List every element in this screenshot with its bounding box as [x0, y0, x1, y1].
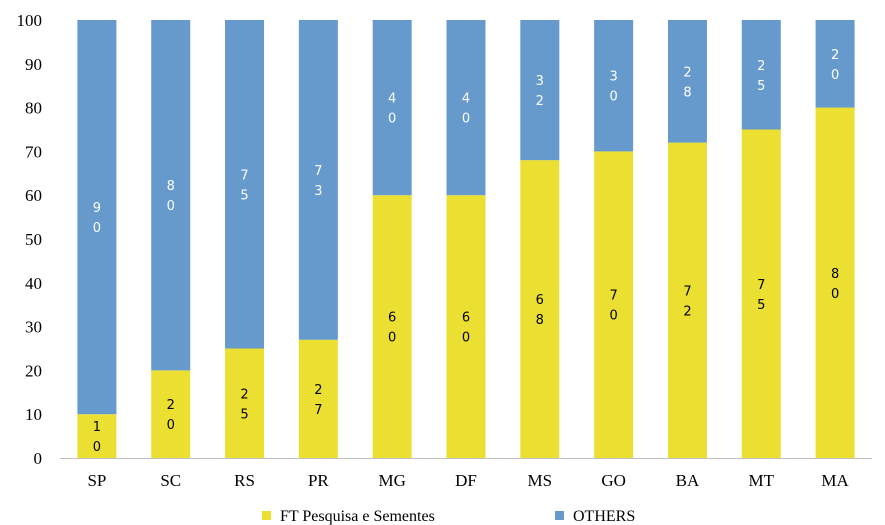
bar-segment-others	[815, 20, 855, 108]
bar-segment-others	[446, 20, 486, 196]
bar-segment-ft	[372, 195, 412, 458]
legend-swatch-others	[555, 511, 564, 520]
y-tick-label: 40	[25, 274, 42, 293]
bar-segment-ft	[520, 160, 560, 458]
x-category-label: RS	[234, 471, 255, 490]
bar-segment-ft	[225, 348, 265, 458]
y-tick-label: 0	[34, 449, 43, 468]
bar-segment-others	[298, 20, 338, 340]
x-category-label: MS	[528, 471, 553, 490]
y-tick-label: 90	[25, 55, 42, 74]
bar-segment-others	[741, 20, 781, 130]
x-category-label: SP	[87, 471, 106, 490]
x-category-label: MG	[378, 471, 405, 490]
bar-segment-ft	[446, 195, 486, 458]
x-category-label: PR	[308, 471, 329, 490]
legend: FT Pesquisa e Sementes OTHERS	[262, 508, 635, 525]
x-axis-labels: SP SC RS PR MG DF MS GO BA MT MA	[87, 471, 849, 490]
bar-segment-ft	[815, 107, 855, 458]
legend-label: OTHERS	[573, 508, 635, 525]
bar-segment-others	[372, 20, 412, 196]
bar-segment-others	[520, 20, 560, 161]
bar-segment-others	[667, 20, 707, 143]
bar-segment-others	[225, 20, 265, 349]
y-axis-ticks: 0 10 20 30 40 50 60 70 80 90 100	[17, 11, 43, 468]
y-tick-label: 30	[25, 318, 42, 337]
y-tick-label: 80	[25, 99, 42, 118]
y-tick-label: 70	[25, 142, 42, 161]
bar-segment-ft	[151, 370, 191, 458]
x-category-label: MA	[821, 471, 849, 490]
bar-segment-ft	[741, 129, 781, 458]
x-category-label: DF	[455, 471, 477, 490]
y-tick-label: 20	[25, 361, 42, 380]
x-category-label: BA	[676, 471, 700, 490]
bar-segment-others	[594, 20, 634, 152]
bar-segment-ft	[77, 414, 117, 458]
y-tick-label: 100	[17, 11, 43, 30]
x-category-label: GO	[601, 471, 626, 490]
legend-swatch-ft	[262, 511, 271, 520]
x-category-label: SC	[160, 471, 181, 490]
y-tick-label: 10	[25, 405, 42, 424]
bar-segment-ft	[594, 151, 634, 458]
legend-label: FT Pesquisa e Sementes	[280, 508, 435, 525]
x-category-label: MT	[749, 471, 775, 490]
y-tick-label: 50	[25, 230, 42, 249]
bar-segment-ft	[667, 142, 707, 458]
bar-segment-others	[151, 20, 191, 371]
bar-segment-others	[77, 20, 117, 415]
bars-area: 1 0 9 0 2 0 8 0 2 5 7 5 2 7 7 3 6 0 4 0 6 0 4 0 6 8 3 2 7 0 3 0 7 2 2 8 7 5 2 5…	[77, 20, 855, 458]
bar-segment-ft	[298, 339, 338, 458]
y-tick-label: 60	[25, 186, 42, 205]
